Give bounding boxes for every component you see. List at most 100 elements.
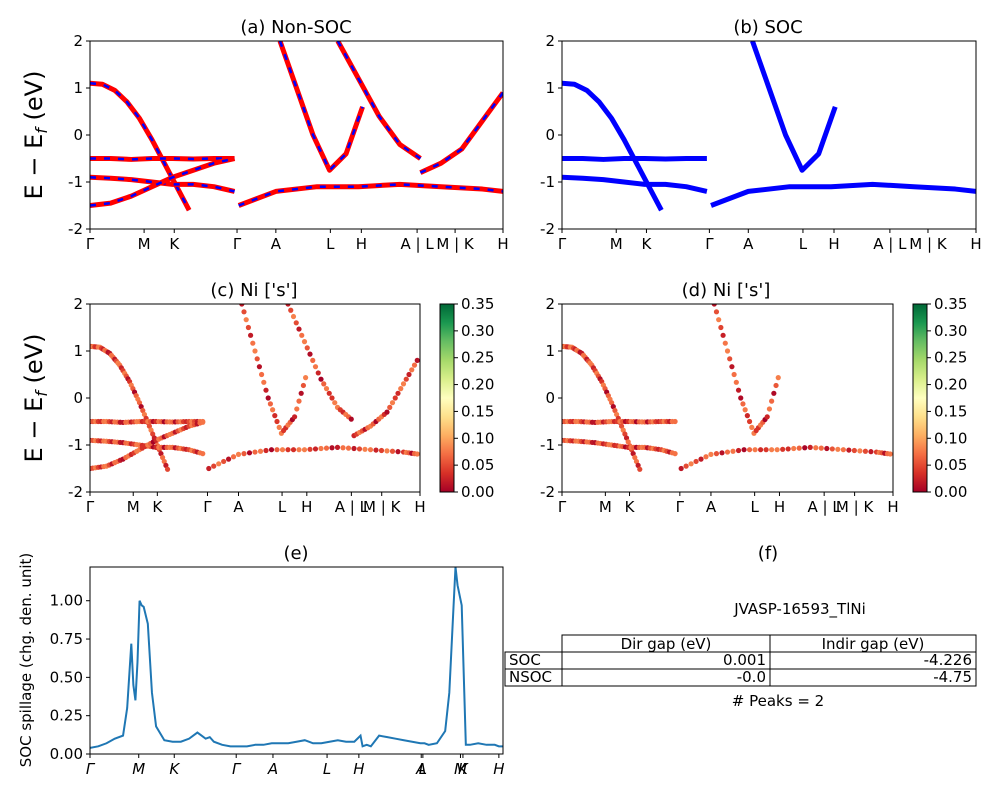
band-point [414, 451, 420, 457]
panel-a-xtick-label: Γ [233, 235, 242, 253]
panel-a-xtick-label: H [497, 235, 508, 253]
band-line-dash [336, 41, 422, 160]
band-point [740, 401, 746, 407]
band-point [256, 364, 262, 370]
panel-d-ytick-label: 0 [545, 389, 555, 407]
band-point [288, 307, 294, 313]
band-point [775, 375, 781, 381]
band-point [285, 447, 291, 453]
band-point [683, 463, 689, 469]
band-point [261, 379, 267, 385]
panel-a-xtick-label: A | L [400, 235, 434, 253]
band-point [618, 423, 625, 429]
band-point [411, 362, 418, 368]
band-point [637, 466, 643, 472]
panel-b-xtick-label: Γ [558, 235, 567, 253]
band-point [678, 465, 684, 472]
band-point [298, 390, 304, 396]
band-point [138, 404, 144, 410]
spillage-line [90, 567, 503, 749]
band-point [612, 407, 618, 414]
table-header-cell: Indir gap (eV) [822, 635, 925, 653]
panel-a-ytick-label: 2 [73, 32, 83, 50]
band-point [276, 424, 282, 430]
band-point [307, 351, 313, 357]
panel-c-ytick-label: -1 [68, 436, 83, 454]
band-point [216, 461, 222, 467]
band-point [713, 309, 720, 315]
band-point [614, 411, 620, 418]
band-point [630, 451, 636, 457]
band-point [241, 451, 247, 457]
panel-a-ytick-label: -2 [68, 220, 83, 238]
band-point [303, 375, 309, 381]
panel-c-xtick-label: Γ [203, 498, 212, 516]
band-point [724, 449, 731, 455]
colorbar-tick-label: 0.20 [461, 376, 494, 394]
band-point [711, 304, 717, 307]
panel-c-points [90, 304, 420, 472]
panel-e-ytick-label: 0.75 [50, 630, 83, 648]
panel-d-colorbar [912, 303, 928, 493]
panel-b-xtick-label: K [642, 235, 653, 253]
band-point [796, 445, 802, 451]
panel-d-points [562, 304, 893, 472]
band-point [226, 456, 232, 462]
colorbar-tick-label: 0.00 [934, 483, 967, 501]
panel-d-xtick-label: H [774, 498, 785, 516]
panel-b-ytick-label: -2 [540, 220, 555, 238]
band-point [290, 447, 297, 453]
band-point [746, 447, 753, 453]
band-point [318, 376, 324, 382]
band-point [334, 444, 341, 450]
band-point [713, 451, 720, 457]
band-point [763, 447, 769, 453]
band-point [708, 451, 714, 457]
band-point [292, 414, 298, 420]
band-point [290, 313, 297, 320]
panel-e-plot: 0.000.250.500.751.00Γ M K Γ A L H AL MK H [50, 566, 505, 778]
band-point [384, 409, 390, 415]
band-point [623, 435, 630, 441]
panel-b-xtick-label: A [743, 235, 754, 253]
band-point [771, 390, 777, 396]
band-point [270, 407, 276, 413]
colorbar-tick-label: 0.15 [461, 402, 494, 420]
band-point [312, 446, 319, 452]
band-point [300, 382, 306, 389]
table-header-cell: Dir gap (eV) [621, 635, 712, 653]
band-point [716, 317, 722, 323]
band-point [301, 339, 308, 345]
band-point [840, 447, 846, 453]
band-point [403, 376, 409, 382]
table-cell: -4.226 [924, 651, 972, 669]
band-point [744, 413, 750, 419]
panel-c-xtick-label: K [152, 498, 163, 516]
band-point [211, 463, 217, 469]
band-point [296, 326, 302, 332]
panel-a-xtick-label: M | K [436, 235, 475, 253]
panel-b-xtick-label: L [799, 235, 808, 253]
panel-b-ytick-label: 2 [545, 32, 555, 50]
band-point [610, 404, 616, 410]
panel-e-ylabel: SOC spillage (chg. den. unit) [17, 553, 35, 768]
band-point [733, 379, 739, 385]
band-point [818, 445, 824, 451]
colorbar-tick-label: 0.00 [461, 483, 494, 501]
panel-a-ytick-label: 0 [73, 126, 83, 144]
panel-c-xtick-label: L [278, 498, 287, 516]
panel-a-xtick-label: M [138, 235, 151, 253]
band-line [562, 80, 664, 212]
colorbar-tick-label: 0.10 [461, 429, 494, 447]
band-point [241, 309, 247, 315]
panel-e-ytick-label: 0.50 [50, 668, 83, 686]
panel-b-bands [562, 41, 976, 212]
band-point [161, 458, 167, 465]
band-point [296, 398, 302, 404]
panel-d-xtick-label: L [750, 498, 759, 516]
panel-c-xtick-label: A | L [335, 498, 369, 516]
band-point [257, 448, 264, 454]
table-cell: 0.001 [723, 651, 766, 669]
